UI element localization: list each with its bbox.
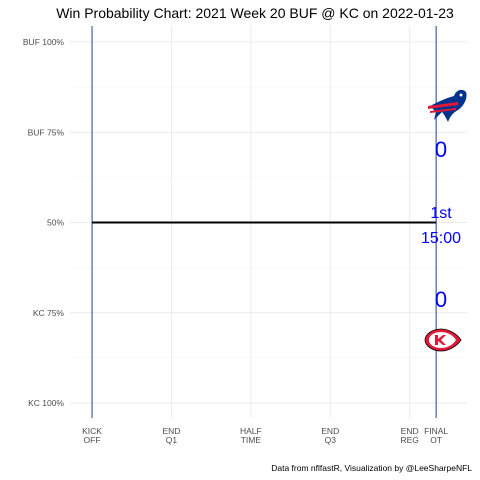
x-tick-label: OFF [84,435,101,445]
x-tick-label: TIME [241,435,262,445]
x-tick-label: END [401,426,419,436]
y-tick-label: 50% [47,218,64,228]
x-tick-label: Q1 [166,435,178,445]
y-tick-label: KC 100% [28,398,64,408]
y-axis-tick-labels: BUF 100% BUF 75% 50% KC 75% KC 100% [23,37,65,408]
x-tick-label: KICK [82,426,102,436]
kc-score: 0 [435,287,447,312]
y-tick-label: BUF 75% [28,127,65,137]
y-tick-label: BUF 100% [23,37,65,47]
buf-logo-icon [428,89,467,122]
y-tick-label: KC 75% [33,308,65,318]
x-tick-label: FINAL [424,426,448,436]
x-tick-label: END [162,426,180,436]
x-tick-label: REG [400,435,418,445]
x-tick-label: OT [430,435,442,445]
game-clock: 15:00 [421,230,461,247]
x-tick-label: HALF [240,426,262,436]
chart-caption: Data from nflfastR, Visualization by @Le… [271,463,472,473]
kc-logo-icon [424,328,462,352]
chart-title: Win Probability Chart: 2021 Week 20 BUF … [56,5,454,21]
buf-score: 0 [435,137,447,162]
x-tick-label: Q3 [325,435,337,445]
quarter-label: 1st [430,205,452,222]
x-tick-label: END [321,426,339,436]
